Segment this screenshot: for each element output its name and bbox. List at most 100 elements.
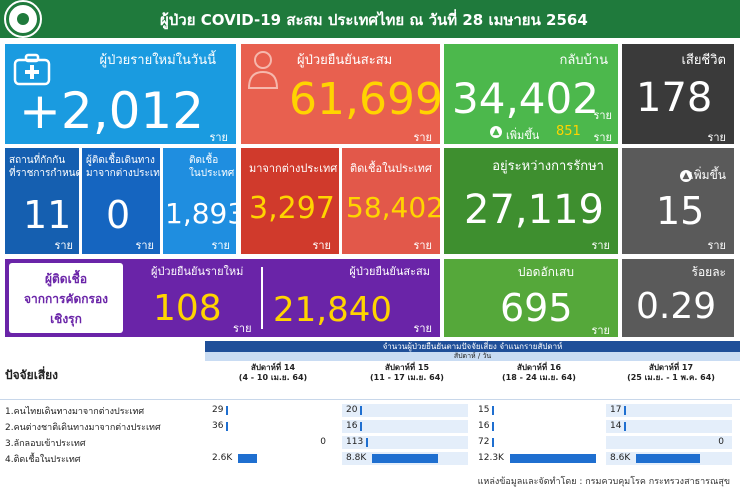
deaths-value: 178 (636, 75, 713, 121)
cell-value: 113 (346, 437, 364, 447)
risk-row-label: 2.คนต่างชาติเดินทางมาจากต่างประเทศ (5, 423, 161, 433)
cell-value: 8.6K (610, 453, 631, 463)
quarantine-tile: สถานที่กักกัน ที่ราชการกำหนด 11 ราย (5, 148, 79, 254)
table-cell: 0 (606, 436, 732, 449)
severe-label: ปอดอักเสบ (517, 265, 574, 279)
from-abroad-label: มาจากต่างประเทศ (249, 162, 338, 175)
recovered-value: 34,402 (452, 74, 599, 123)
risk-header: ปัจจัยเสี่ยง (5, 368, 59, 382)
week-range: (4 - 10 เม.ย. 64) (238, 373, 308, 382)
proactive-label: ผู้ติดเชื้อ จากการคัดกรอง เชิงรุก (23, 272, 109, 326)
cell-bar (226, 406, 228, 415)
domestic-value: 1,893 (165, 197, 236, 230)
cell-bar (366, 438, 368, 447)
cell-bar (636, 454, 701, 463)
table-cell: 8.8K (342, 452, 468, 465)
cell-value: 72 (478, 437, 490, 447)
table-cell: 20 (342, 404, 468, 417)
row-divider (0, 399, 740, 400)
proactive-cum-label: ผู้ป่วยยืนยันสะสม (349, 265, 430, 278)
cell-value: 14 (610, 421, 622, 431)
cell-value: 16 (346, 421, 358, 431)
cell-bar (624, 422, 626, 431)
death-increase-value: 15 (656, 189, 705, 233)
death-increase-unit: ราย (707, 239, 726, 252)
quarantine-label: สถานที่กักกัน ที่ราชการกำหนด (9, 155, 79, 179)
from-abroad-tile: มาจากต่างประเทศ 3,297 ราย (241, 148, 339, 254)
domestic-tile: ติดเชื้อในประเทศ 1,893 ราย (163, 148, 236, 254)
ministry-logo (4, 0, 42, 38)
table-cell: 12.3K (474, 452, 600, 465)
cell-bar (624, 406, 626, 415)
proactive-new-label: ผู้ป่วยยืนยันรายใหม่ (151, 265, 244, 278)
new-cases-unit: ราย (209, 131, 228, 144)
cell-bar (360, 422, 362, 431)
table-cell: 113 (342, 436, 468, 449)
in-treatment-tile: อยู่ระหว่างการรักษา 27,119 ราย (444, 148, 618, 254)
proactive-tile: ผู้ติดเชื้อ จากการคัดกรอง เชิงรุก ผู้ป่วยย… (5, 259, 440, 337)
week-header: สัปดาห์ที่ 15 (11 - 17 เม.ย. 64) (342, 363, 472, 393)
risk-table: จำนวนผู้ป่วยยืนยันตามปัจจัยเสี่ยง จำแนกร… (0, 341, 740, 467)
quarantine-unit: ราย (54, 239, 73, 252)
week-header: สัปดาห์ที่ 14 (4 - 10 เม.ย. 64) (208, 363, 338, 393)
week-range: (25 เม.ย. - 1 พ.ค. 64) (627, 373, 715, 382)
deaths-tile: เสียชีวิต 178 ราย (622, 44, 734, 144)
proactive-box: ผู้ติดเชื้อ จากการคัดกรอง เชิงรุก (9, 263, 123, 333)
recovered-unit: ราย (593, 109, 612, 122)
recovered-label: กลับบ้าน (559, 53, 608, 68)
table-cell: 8.6K (606, 452, 732, 465)
cell-bar (360, 406, 362, 415)
table-cell: 0 (208, 436, 334, 449)
travel-tile: ผู้ติดเชื้อเดินทาง มาจากต่างประเทศ 0 ราย (82, 148, 160, 254)
new-cases-label: ผู้ป่วยรายใหม่ในวันนี้ (99, 53, 216, 68)
in-treatment-label: อยู่ระหว่างการรักษา (492, 159, 604, 174)
cell-value: 12.3K (478, 453, 504, 463)
in-treatment-value: 27,119 (464, 187, 604, 233)
table-cell: 2.6K (208, 452, 334, 465)
travel-unit: ราย (135, 239, 154, 252)
cell-value: 17 (610, 405, 622, 415)
cell-bar (238, 454, 258, 463)
week-range: (18 - 24 เม.ย. 64) (502, 373, 576, 382)
header-bar: ผู้ป่วย COVID-19 สะสม ประเทศไทย ณ วันที่… (0, 0, 740, 38)
percent-value: 0.29 (636, 286, 717, 327)
cell-bar (492, 438, 494, 447)
risk-row-label: 4.ติดเชื้อในประเทศ (5, 455, 81, 465)
domestic-label: ติดเชื้อ ในประเทศ (189, 155, 235, 179)
cell-value: 15 (478, 405, 490, 415)
infected-in-country-unit: ราย (413, 239, 432, 252)
death-increase-tile: ▲ เพิ่มขึ้น 15 ราย (622, 148, 734, 254)
table-cell: 72 (474, 436, 600, 449)
proactive-divider (261, 267, 263, 329)
medical-kit-icon (13, 53, 51, 86)
week-header: สัปดาห์ที่ 16 (18 - 24 เม.ย. 64) (474, 363, 604, 393)
table-cell: 14 (606, 420, 732, 433)
risk-row-label: 3.ลักลอบเข้าประเทศ (5, 439, 86, 449)
table-cell: 36 (208, 420, 334, 433)
cumulative-label: ผู้ป่วยยืนยันสะสม (297, 53, 393, 68)
arrow-up-icon: ▲ (490, 126, 502, 138)
cell-bar (492, 406, 494, 415)
percent-label: ร้อยละ (691, 265, 726, 279)
risk-row-label: 1.คนไทยเดินทางมาจากต่างประเทศ (5, 407, 145, 417)
person-icon (247, 51, 279, 89)
proactive-cum-unit: ราย (413, 322, 432, 335)
table-cell: 16 (474, 420, 600, 433)
from-abroad-unit: ราย (312, 239, 331, 252)
quarantine-value: 11 (23, 193, 72, 237)
severe-unit: ราย (591, 324, 610, 337)
death-increase-label: เพิ่มขึ้น (689, 168, 726, 182)
table-cell: 16 (342, 420, 468, 433)
infected-in-country-label: ติดเชื้อในประเทศ (350, 162, 432, 175)
proactive-cum-value: 21,840 (273, 290, 392, 330)
week-name: สัปดาห์ที่ 14 (250, 363, 296, 372)
week-name: สัปดาห์ที่ 16 (516, 363, 562, 372)
new-cases-tile: ผู้ป่วยรายใหม่ในวันนี้ +2,012 ราย (5, 44, 236, 144)
cell-value: 2.6K (212, 453, 233, 463)
travel-value: 0 (106, 193, 131, 237)
arrow-up-icon: ▲ (680, 170, 692, 182)
table-cell: 15 (474, 404, 600, 417)
proactive-new-value: 108 (153, 288, 222, 329)
week-header: สัปดาห์ที่ 17 (25 เม.ย. - 1 พ.ค. 64) (606, 363, 736, 393)
cell-value: 0 (320, 437, 326, 447)
